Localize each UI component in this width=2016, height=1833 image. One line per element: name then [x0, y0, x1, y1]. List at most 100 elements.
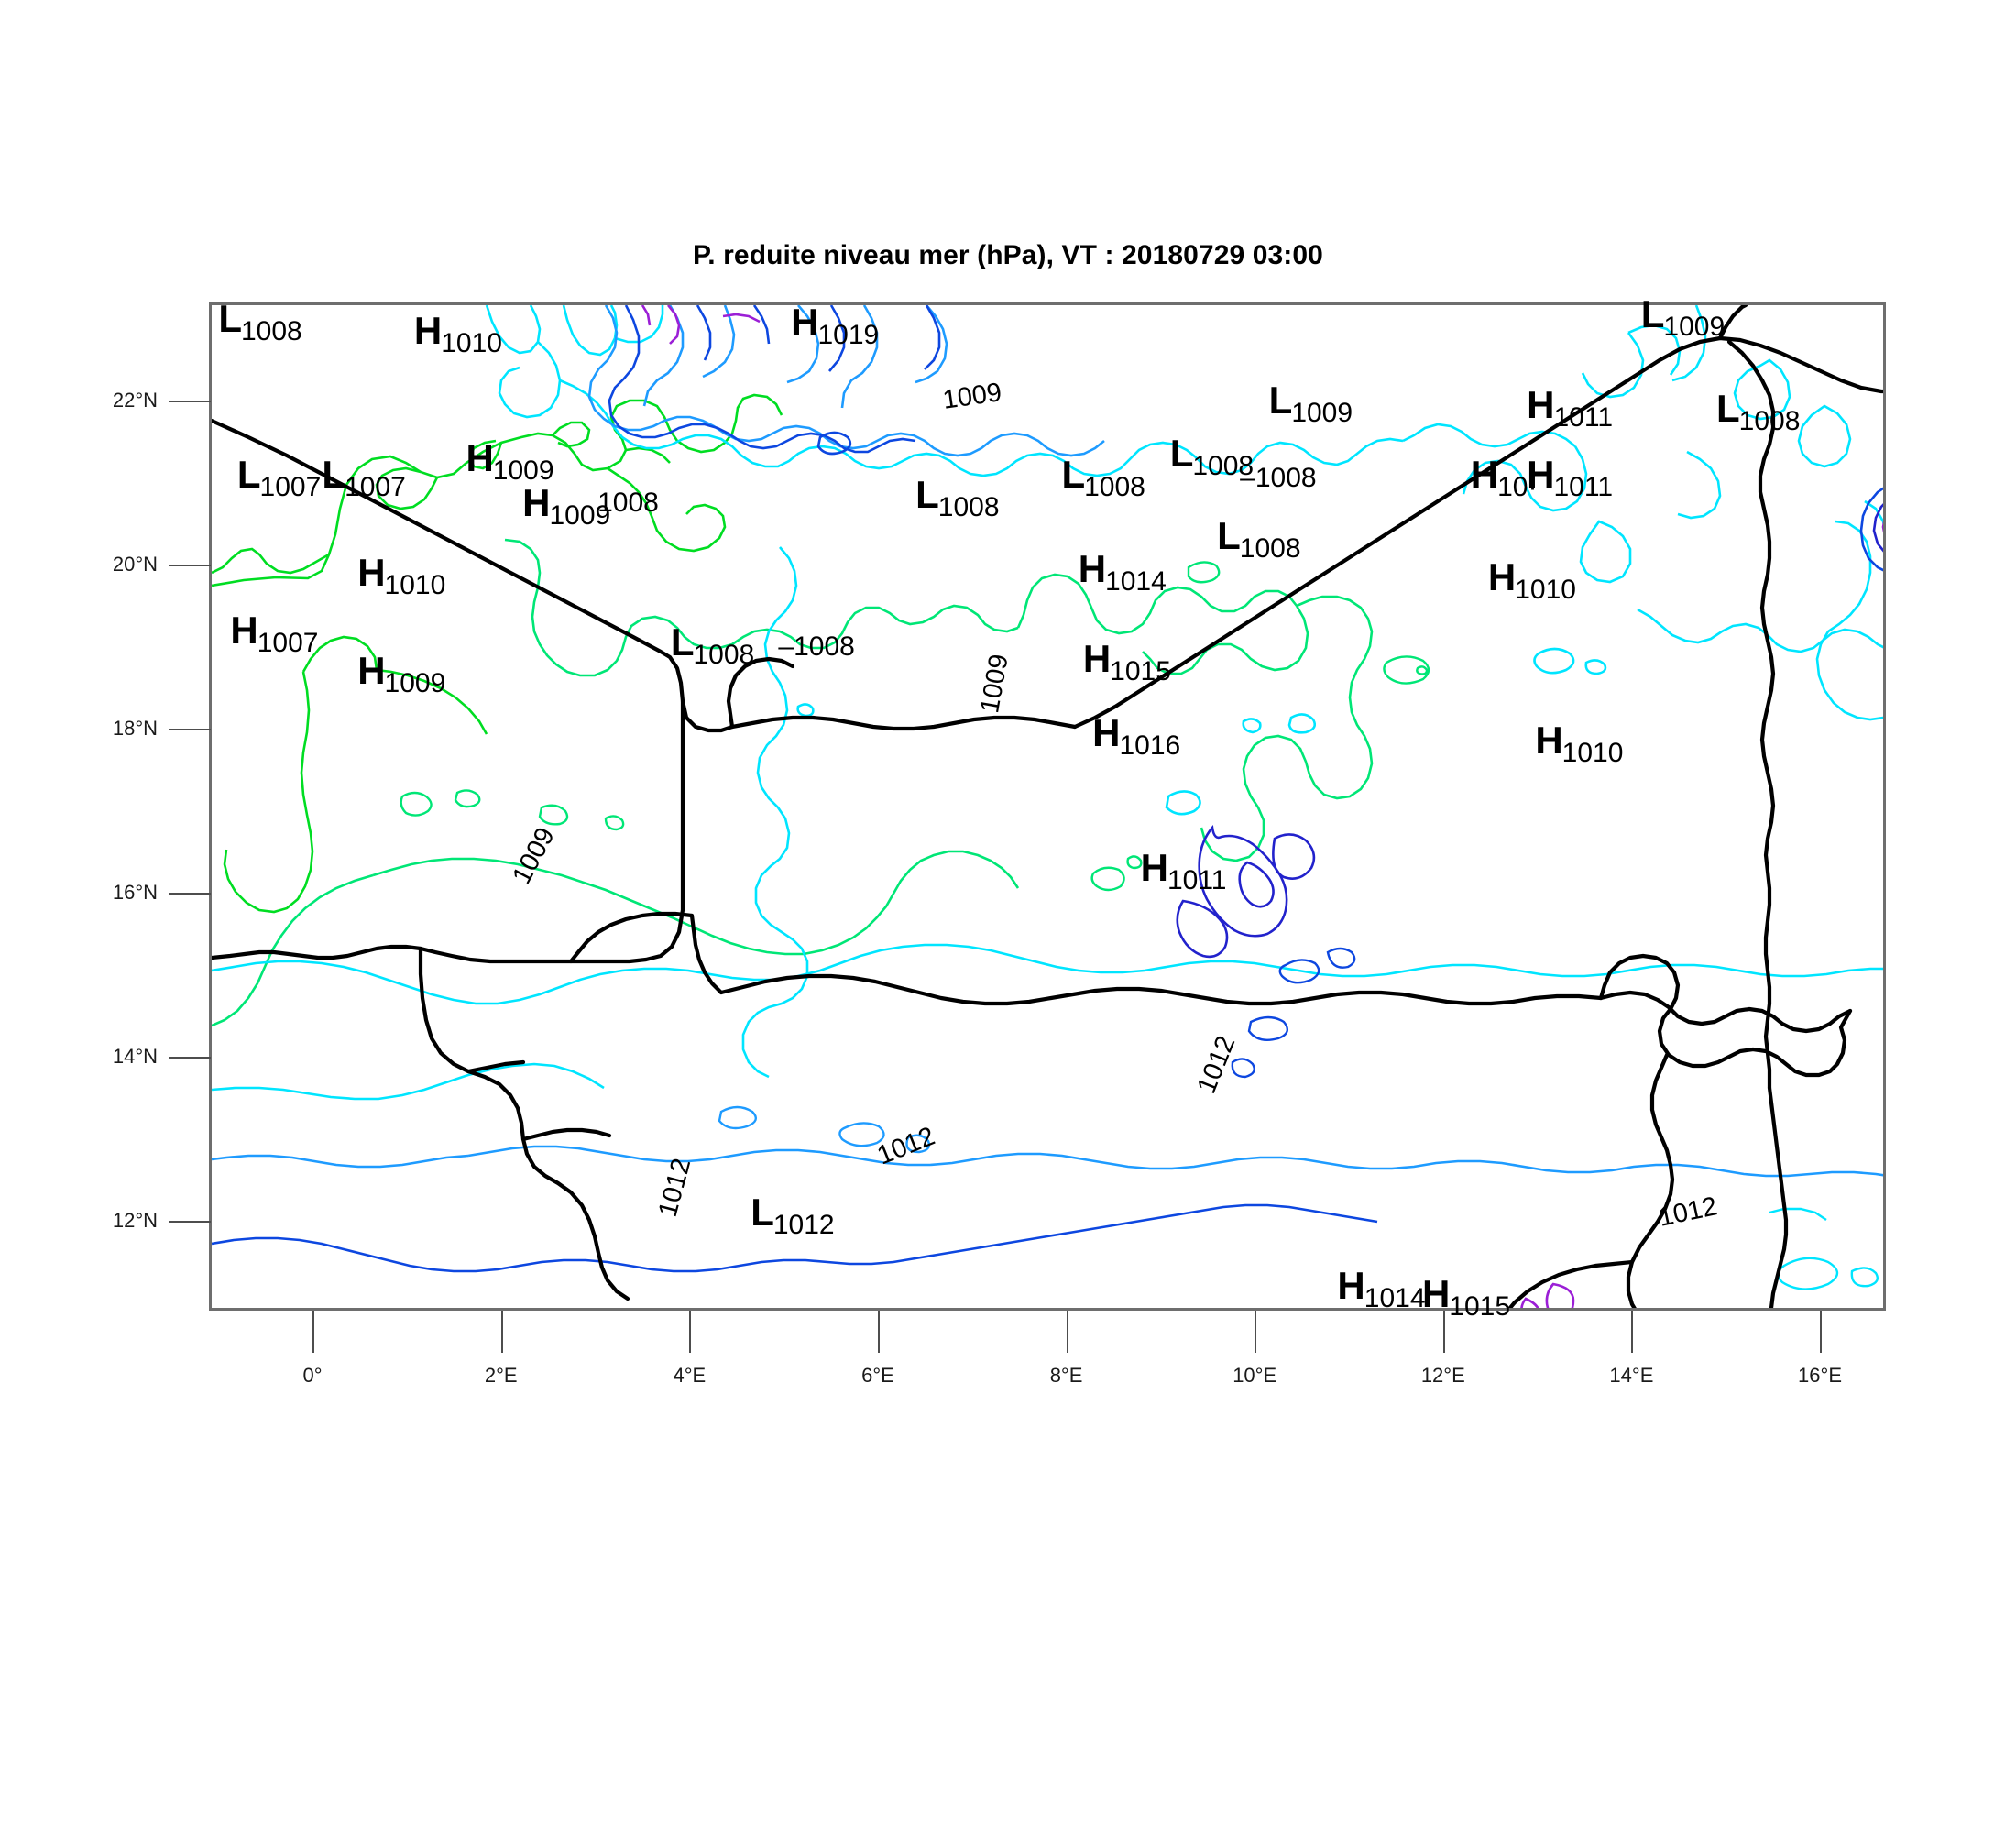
y-tick-label: 20°N: [112, 553, 158, 576]
x-tick-label: 10°E: [1233, 1364, 1277, 1387]
centre-value: 1008: [937, 492, 1000, 523]
centre-value: 1012: [772, 1209, 835, 1240]
centre-value: 1011: [1167, 865, 1227, 896]
x-tick-mark: [1442, 1311, 1445, 1353]
x-tick-mark: [312, 1311, 315, 1353]
pressure-centre-l-1008: L1008: [915, 473, 1000, 521]
x-tick-label: 2°E: [484, 1364, 518, 1387]
centre-symbol: H: [413, 309, 443, 353]
pressure-centre-h-1011: H1011: [1527, 452, 1614, 500]
pressure-centre-h-1011: H1011: [1140, 846, 1228, 895]
centre-symbol: H: [1527, 382, 1555, 426]
y-tick-mark: [169, 1056, 211, 1059]
centre-value: 1010: [1561, 738, 1624, 769]
centre-symbol: H: [1470, 452, 1499, 496]
x-tick-mark: [877, 1311, 880, 1353]
pressure-centre-h-1019: H1019: [791, 301, 880, 349]
contour-label-1008: –1008: [778, 631, 855, 662]
pressure-centre-l-1009: L1009: [1268, 379, 1353, 427]
centre-symbol: L: [1217, 513, 1241, 557]
centre-value: 1014: [1364, 1283, 1426, 1314]
centre-value: 1007: [259, 471, 322, 502]
pressure-centre-h-1010: H1010: [1535, 721, 1624, 767]
pressure-centre-h-1010: H1010: [357, 554, 446, 599]
pressure-centre-l-1009: L1009: [1640, 292, 1726, 341]
contour-label-1008: –1008: [1240, 463, 1317, 494]
centre-value: 1011: [1553, 471, 1614, 502]
centre-value: 1015: [1110, 656, 1171, 687]
contour-1013-darkblue: [1176, 824, 1316, 959]
y-tick-label: 22°N: [112, 389, 158, 412]
centre-symbol: H: [1527, 452, 1555, 496]
y-tick-mark: [169, 401, 211, 403]
centre-symbol: L: [1268, 379, 1293, 423]
contour-1011-lightblue: [587, 305, 1105, 457]
y-tick-label: 18°N: [112, 717, 158, 741]
centre-value: 1010: [384, 570, 446, 601]
contour-1010-cyan: [485, 305, 1588, 512]
pressure-centre-l-1008: L1008: [218, 296, 302, 345]
contour-high-core-far-right: [1815, 487, 1883, 721]
centre-value: 1008: [1239, 532, 1301, 564]
contour-cyan-northeast: [1579, 305, 1883, 653]
pressure-centre-h-1009: H1009: [522, 484, 611, 530]
contour-magenta-bottom: [1520, 1282, 1575, 1308]
centre-symbol: H: [1337, 1264, 1365, 1308]
pressure-centre-h-1009: H1009: [466, 435, 554, 484]
centre-value: 1016: [1119, 730, 1181, 761]
contour-cyan-islets: [796, 647, 1607, 816]
page-title: P. reduite niveau mer (hPa), VT : 201807…: [693, 240, 1323, 270]
centre-value: 1010: [1515, 574, 1576, 605]
contour-green-central: [212, 850, 1020, 1027]
contour-map-svg: [212, 305, 1883, 1308]
centre-symbol: H: [230, 608, 258, 652]
y-tick-mark: [169, 729, 211, 731]
centre-symbol: L: [1061, 452, 1086, 496]
pressure-centre-h-1010: H1010: [1488, 557, 1577, 603]
centre-symbol: L: [236, 452, 261, 496]
centre-symbol: L: [218, 296, 242, 340]
x-tick-mark: [1066, 1311, 1068, 1353]
pressure-centre-l-1008: L1008: [1217, 513, 1301, 562]
pressure-centre-h-1011: H1011: [1527, 382, 1614, 431]
x-tick-mark: [1631, 1311, 1634, 1353]
contour-magenta-top: [641, 305, 761, 345]
country-borders: [212, 305, 1883, 1308]
contour-label-1008: 1008: [597, 488, 659, 519]
centre-value: 1008: [693, 640, 755, 671]
centre-symbol: L: [915, 473, 939, 517]
y-tick-mark: [169, 892, 211, 895]
pressure-centre-l-1007: L1007: [236, 452, 322, 500]
pressure-centre-h-1010: H1010: [413, 309, 503, 357]
contour-blue-islets-mid: [1231, 947, 1356, 1079]
centre-value: 1008: [1738, 406, 1801, 437]
pressure-centre-h-1016: H1016: [1092, 713, 1181, 759]
centre-value: 1011: [1553, 401, 1614, 433]
centre-symbol: H: [791, 301, 819, 345]
centre-symbol: L: [1640, 292, 1665, 336]
map-plot-area: [209, 302, 1886, 1311]
pressure-centre-h-1014: H1014: [1079, 549, 1167, 595]
contour-cyan-lower-left: [212, 1062, 605, 1101]
contour-lightblue-midsouth: [212, 1145, 1883, 1178]
pressure-centre-l-1008: L1008: [1169, 432, 1255, 480]
centre-value: 1019: [817, 320, 880, 351]
centre-value: 1009: [384, 668, 446, 699]
contour-1009-springgreen: [504, 538, 1374, 862]
pressure-centre-l-1008: L1008: [671, 623, 755, 669]
pressure-centre-h-10·: H10·: [1470, 452, 1539, 500]
contour-cyan-central-sinuous: [741, 546, 809, 1079]
centre-symbol: L: [1169, 432, 1194, 476]
centre-symbol: H: [466, 435, 494, 479]
pressure-centre-l-1008: L1008: [1716, 390, 1801, 435]
centre-symbol: L: [322, 452, 346, 496]
x-tick-label: 0°: [302, 1364, 323, 1387]
pressure-centre-h-1014: H1014: [1337, 1264, 1426, 1312]
centre-value: 1007: [257, 627, 319, 658]
y-tick-label: 12°N: [112, 1208, 158, 1232]
x-tick-label: 8°E: [1049, 1364, 1083, 1387]
x-tick-label: 14°E: [1609, 1364, 1654, 1387]
pressure-centre-h-1015: H1015: [1083, 640, 1172, 686]
centre-symbol: H: [1140, 846, 1168, 890]
centre-symbol: H: [357, 649, 386, 693]
